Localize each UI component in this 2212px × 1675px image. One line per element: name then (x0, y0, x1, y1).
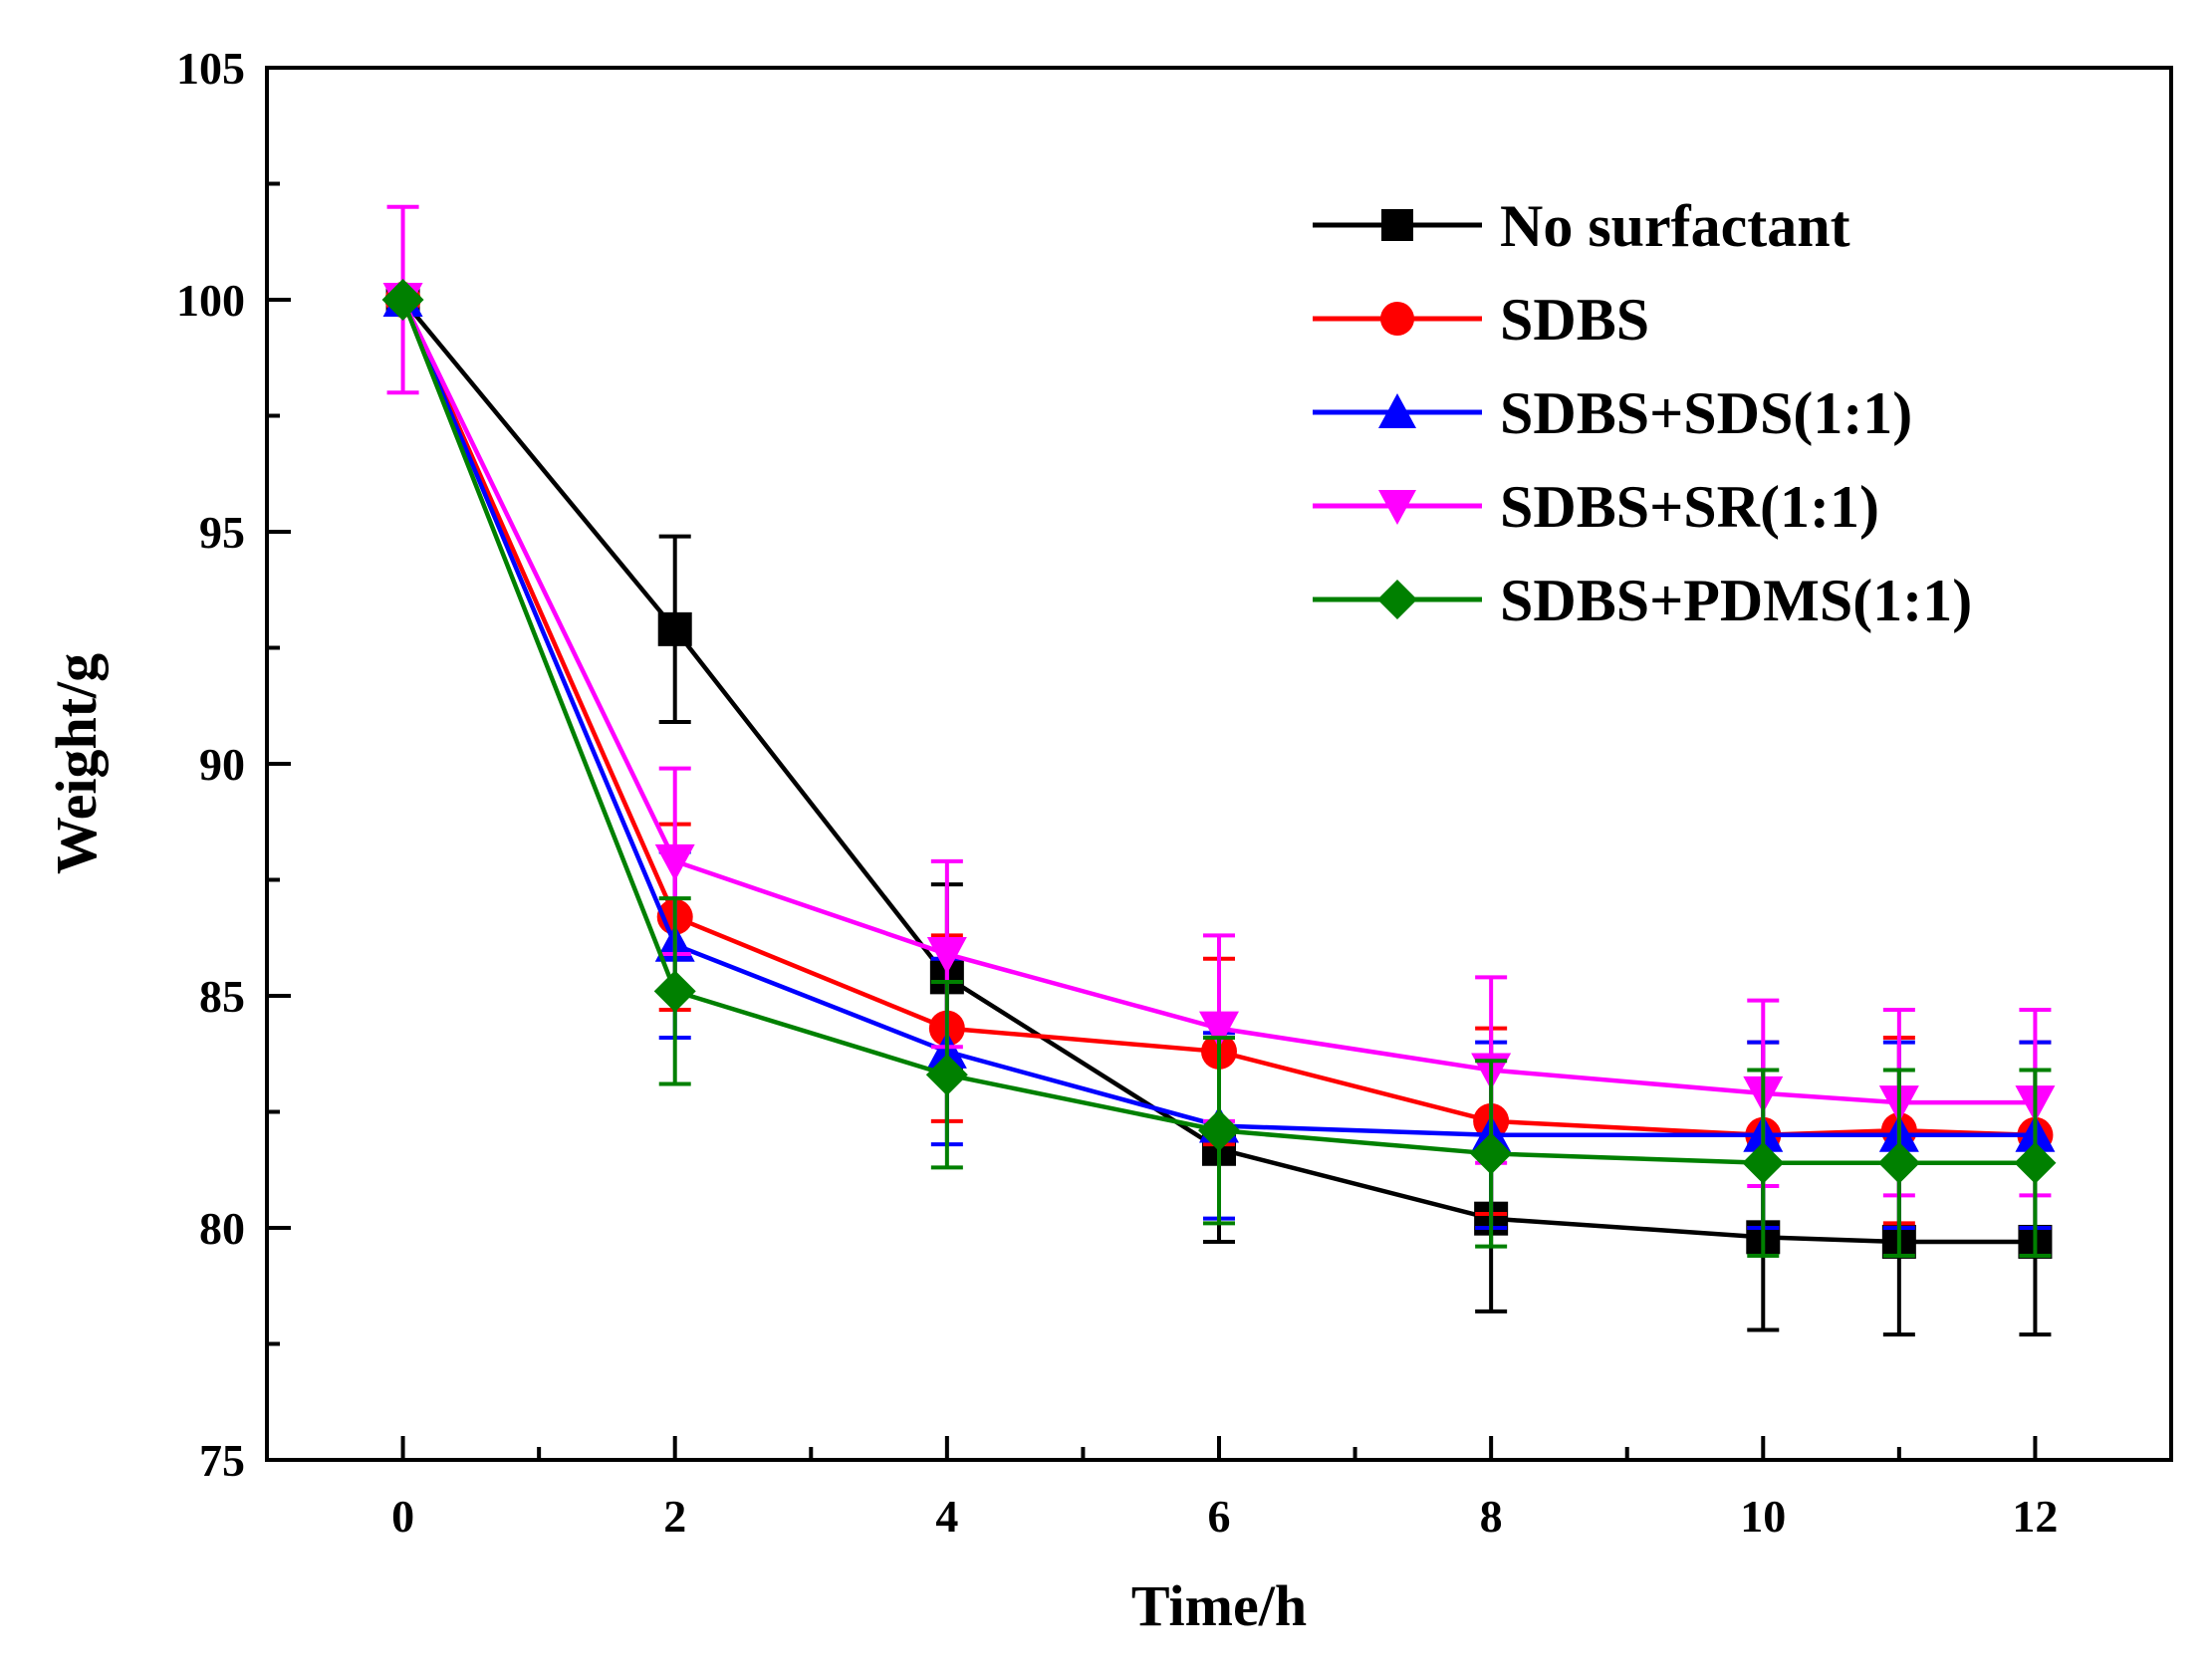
x-tick-label: 6 (1208, 1491, 1231, 1542)
legend-marker (1378, 490, 1416, 525)
legend-marker (1381, 209, 1413, 241)
data-layer (381, 204, 2057, 1337)
data-point (657, 611, 692, 646)
x-tick-label: 0 (391, 1491, 414, 1542)
series-4 (381, 279, 2057, 1258)
data-point (1199, 1011, 1239, 1049)
legend-item: SDBS+SR(1:1) (1313, 474, 1879, 540)
data-point (1742, 1141, 1785, 1184)
data-point (926, 937, 967, 975)
legend-item: SDBS+PDMS(1:1) (1313, 568, 1972, 633)
legend-item: SDBS (1313, 287, 1649, 353)
legend-marker (1378, 393, 1416, 428)
y-tick-label: 105 (176, 43, 245, 94)
series-line (400, 298, 2036, 1245)
x-tick-label: 12 (2012, 1491, 2058, 1542)
series-line (400, 299, 2036, 1138)
data-point (925, 1054, 968, 1096)
legend-marker (1380, 302, 1414, 336)
y-tick-label: 85 (199, 971, 245, 1022)
y-tick-label: 75 (199, 1435, 245, 1486)
y-axis-label: Weight/g (44, 653, 109, 874)
data-point (2014, 1141, 2057, 1184)
y-tick-label: 100 (176, 275, 245, 326)
legend-marker (1377, 580, 1417, 619)
x-tick-label: 2 (663, 1491, 686, 1542)
data-point (1877, 1141, 1920, 1184)
legend-label: SDBS+SDS(1:1) (1500, 380, 1912, 446)
legend-label: SDBS+PDMS(1:1) (1500, 568, 1972, 633)
legend: No surfactant SDBS SDBS+SDS(1:1) SDBS+SR(1:… (1313, 193, 1972, 633)
data-point (654, 843, 695, 881)
y-tick-label: 95 (199, 507, 245, 558)
x-axis-label: Time/h (1131, 1573, 1307, 1638)
legend-label: No surfactant (1500, 193, 1850, 259)
series-line (400, 299, 2036, 1105)
x-tick-label: 4 (935, 1491, 958, 1542)
data-point (1198, 1109, 1240, 1152)
data-point (381, 279, 424, 321)
data-point (1470, 1132, 1513, 1175)
x-tick-label: 8 (1480, 1491, 1503, 1542)
x-tick-label: 10 (1740, 1491, 1786, 1542)
y-tick-label: 90 (199, 739, 245, 790)
series-line (400, 299, 2036, 1138)
legend-label: SDBS (1500, 287, 1649, 353)
legend-item: SDBS+SDS(1:1) (1313, 380, 1912, 446)
y-tick-label: 80 (199, 1203, 245, 1254)
axis-layer: 75 80 85 90 95 100 105 0 2 4 6 8 10 12 (176, 43, 2173, 1542)
legend-label: SDBS+SR(1:1) (1500, 474, 1879, 540)
data-point (653, 970, 696, 1013)
legend-item: No surfactant (1313, 193, 1850, 259)
series-line (400, 299, 2036, 1166)
